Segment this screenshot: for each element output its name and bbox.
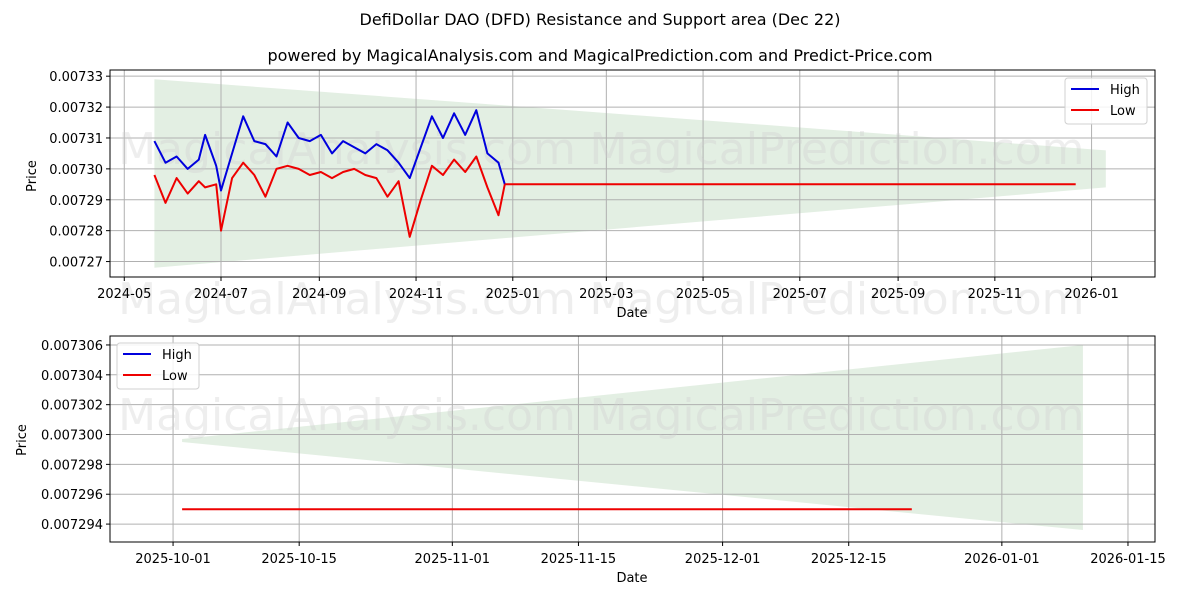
x-tick-label: 2025-09	[871, 287, 925, 302]
bottom-watermarks: MagicalAnalysis.com MagicalPrediction.com	[118, 390, 1084, 441]
x-tick-label: 2024-09	[292, 287, 346, 302]
y-tick-label: 0.007306	[41, 339, 103, 354]
x-tick-label: 2025-12-01	[685, 552, 761, 567]
bottom-grid	[110, 336, 1155, 542]
top-x-axis-label: Date	[616, 306, 647, 321]
top-axes-frame	[109, 69, 1156, 278]
resistance-support-band	[154, 79, 1106, 268]
bottom-x-axis: 2025-10-01 2025-10-15 2025-11-01 2025-11-15…	[135, 542, 1166, 567]
x-tick-label: 2024-05	[97, 287, 151, 302]
y-tick-label: 0.007296	[41, 488, 103, 503]
top-series-lines	[153, 109, 1076, 238]
x-tick-label: 2025-05	[676, 287, 730, 302]
x-tick-label: 2025-07	[773, 287, 827, 302]
top-resistance-support-band	[154, 79, 1106, 268]
top-x-axis: 2024-05 2024-07 2024-09 2024-11 2025-01 2025-…	[97, 277, 1119, 302]
x-tick-label: 2026-01-01	[964, 552, 1040, 567]
y-tick-label: 0.00727	[49, 256, 103, 271]
y-tick-label: 0.007302	[41, 399, 103, 414]
legend-low-label: Low	[1110, 104, 1136, 119]
bottom-resistance-support-band	[182, 344, 1083, 531]
top-watermarks: MagicalAnalysis.comMagicalAnalysis.comMa…	[118, 124, 1084, 325]
x-tick-label: 2025-11-15	[541, 552, 617, 567]
top-plot: MagicalAnalysis.comMagicalAnalysis.comMa…	[25, 69, 1156, 325]
x-tick-label: 2025-03	[579, 287, 633, 302]
y-tick-label: 0.007298	[41, 458, 103, 473]
y-tick-label: 0.007304	[41, 369, 103, 384]
chart-title: DefiDollar DAO (DFD) Resistance and Supp…	[359, 10, 841, 29]
y-tick-label: 0.00728	[49, 225, 103, 240]
x-tick-label: 2025-11-01	[415, 552, 491, 567]
x-tick-label: 2025-11	[968, 287, 1022, 302]
watermark-text: MagicalPrediction.com	[590, 274, 1085, 325]
x-tick-label: 2024-07	[194, 287, 248, 302]
x-tick-label: 2025-10-15	[261, 552, 337, 567]
y-tick-label: 0.00729	[49, 194, 103, 209]
bottom-y-axis: 0.007294 0.007296 0.007298 0.007300 0.007302…	[41, 339, 110, 533]
x-tick-label: 2024-11	[389, 287, 443, 302]
top-y-axis: 0.00727 0.00728 0.00729 0.00730 0.00731 0.007…	[49, 70, 110, 271]
x-tick-label: 2025-12-15	[811, 552, 887, 567]
top-legend: High Low	[1064, 77, 1148, 125]
bottom-legend: High Low	[116, 342, 200, 390]
x-tick-label: 2025-01	[486, 287, 540, 302]
x-tick-label: 2026-01-15	[1090, 552, 1166, 567]
bottom-plot: MagicalAnalysis.com MagicalPrediction.com…	[15, 335, 1166, 586]
watermark-text: MagicalAnalysis.com	[118, 390, 576, 441]
chart-subtitle: powered by MagicalAnalysis.com and Magic…	[267, 46, 933, 65]
bottom-axes-frame	[109, 335, 1156, 543]
bottom-x-axis-label: Date	[616, 571, 647, 586]
x-tick-label: 2026-01	[1064, 287, 1118, 302]
watermark-text: MagicalAnalysis.com	[118, 274, 576, 325]
y-tick-label: 0.00730	[49, 163, 103, 178]
legend-high-label: High	[162, 348, 192, 363]
watermark-text: MagicalPrediction.com	[590, 124, 1085, 175]
legend-low-label: Low	[162, 369, 188, 384]
watermark-text: MagicalPrediction.com	[590, 390, 1085, 441]
y-tick-label: 0.007294	[41, 518, 103, 533]
y-tick-label: 0.00731	[49, 132, 103, 147]
legend-high-label: High	[1110, 83, 1140, 98]
top-grid	[110, 70, 1155, 277]
y-tick-label: 0.007300	[41, 429, 103, 444]
bottom-y-axis-label: Price	[15, 424, 30, 456]
x-tick-label: 2025-10-01	[135, 552, 211, 567]
resistance-support-band	[182, 344, 1083, 531]
y-tick-label: 0.00732	[49, 101, 103, 116]
y-tick-label: 0.00733	[49, 70, 103, 85]
top-y-axis-label: Price	[25, 160, 40, 192]
series-line-low	[153, 155, 506, 238]
series-line-high	[153, 109, 506, 192]
